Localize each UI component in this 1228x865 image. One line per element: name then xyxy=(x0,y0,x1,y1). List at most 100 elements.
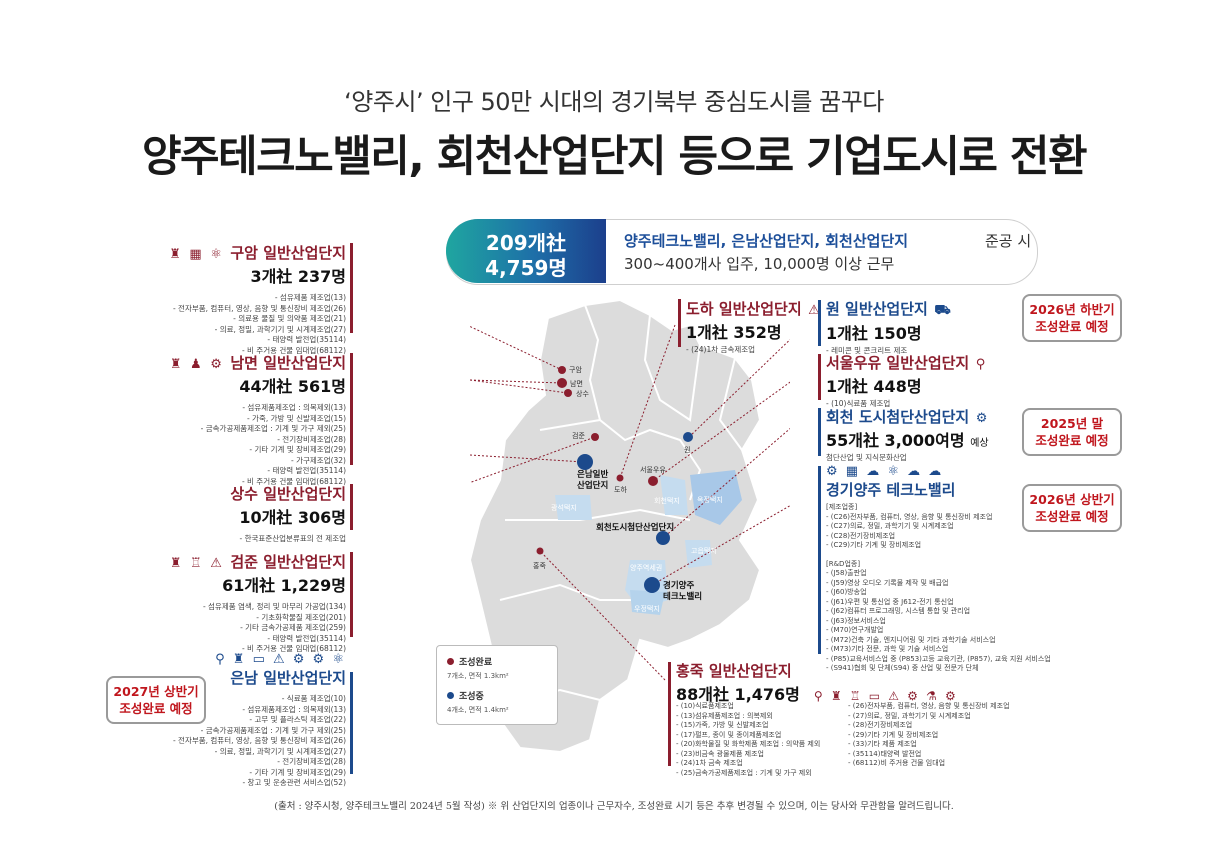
source-note: (출처 : 양주시청, 양주테크노밸리 2024년 5월 작성) ※ 위 산업단… xyxy=(274,801,954,812)
site-hongjuk: 홍죽 일반산업단지 88개社 1,476명 ⚲ ♜ ♖ ▭ ⚠ ⚙ ⚗ ⚙ - (… xyxy=(676,660,1016,777)
site-stats: 1개社 150명 xyxy=(826,324,922,343)
banner-line2: 300~400개사 입주, 10,000명 이상 근무 xyxy=(624,255,895,273)
page-subtitle: ‘양주시’ 인구 50만 시대의 경기북부 중심도시를 꿈꾸다 xyxy=(344,88,884,116)
yangju-map: 구암 남면 상수 검준 원 은남일반 산업단지 도하 서울우유 회천택지 옥정택… xyxy=(470,298,790,754)
site-industries: [제조업종] - (C26)전자부품, 컴퓨터, 영상, 음향 및 통신장비 제조… xyxy=(826,503,1051,672)
site-stats: 88개社 1,476명 ⚲ ♜ ♖ ▭ ⚠ ⚙ ⚗ ⚙ xyxy=(676,685,958,704)
worker-count: 4,759명 xyxy=(485,256,567,280)
svg-text:상수: 상수 xyxy=(576,389,589,398)
site-guam: ♜ ▦ ⚛ 구암 일반산업단지 3개社 237명 - 섬유제품 제조업(13) -… xyxy=(150,242,346,356)
site-industries: - 섬유제품제조업 : 의복제외(13) - 가죽, 가방 및 신발제조업(15)… xyxy=(200,403,346,486)
site-stats: 1개社 448명 xyxy=(826,377,922,396)
site-stats: 1개社 352명 xyxy=(686,323,782,342)
marker-guam xyxy=(558,366,566,374)
banner-highlight: 양주테크노밸리, 은남산업단지, 회천산업단지 xyxy=(624,232,909,250)
site-won: 원 일반산업단지 ⛟ 1개社 150명 - 레미콘 및 콘크리트 제조 xyxy=(826,298,1016,357)
site-industries: - (10)식료품 제조업 xyxy=(826,399,891,408)
marker-sangsu xyxy=(564,389,572,397)
site-industries: - 레미콘 및 콘크리트 제조 xyxy=(826,346,908,355)
legend-progress-label: 조성중 xyxy=(459,692,484,702)
site-industries: - (24)1차 금속제조업 xyxy=(686,345,756,354)
site-industries-left: - (10)식료품제조업 - (13)섬유제품제조업 : 의복제외 - (15)가죽… xyxy=(676,702,821,777)
site-geomjun: ♜ ♖ ⚠ 검준 일반산업단지 61개社 1,229명 - 섬유제품 염색, 정… xyxy=(150,551,346,655)
industry-icons: ♜ ▦ ⚛ xyxy=(169,247,231,262)
map-region xyxy=(470,298,762,754)
site-industries: - 섬유제품 제조업(13) - 전자부품, 컴퓨터, 영상, 음향 및 통신장비… xyxy=(172,293,346,355)
gear-icon: ⚙ xyxy=(969,411,990,426)
marker-won xyxy=(683,432,693,442)
site-industries: - 섬유제품 염색, 정리 및 마무리 가공업(134) - 기초화학물질 제조업… xyxy=(202,602,346,653)
industry-icons: ⚙ ▦ ☁ ⚛ ☁ ☁ xyxy=(826,464,944,479)
svg-text:양주역세권: 양주역세권 xyxy=(630,563,662,572)
site-stats: 3개社 237명 xyxy=(250,267,346,286)
utensils-icon: ⚲ xyxy=(969,357,988,372)
svg-text:광석택지: 광석택지 xyxy=(551,503,577,512)
site-eunnam: ⚲ ♜ ▭ ⚠ ⚙ ⚙ ⚛ 은남 일반산업단지 - 식료품 제조업(10) - 섬… xyxy=(150,652,346,789)
site-industries: 첨단산업 및 지식문화산업 xyxy=(826,453,907,462)
page-title: 양주테크노밸리, 회천산업단지 등으로 기업도시로 전환 xyxy=(141,132,1088,182)
site-nammyeon: ♜ ♟ ⚙ 남면 일반산업단지 44개社 561명 - 섬유제품제조업 : 의복… xyxy=(150,352,346,487)
svg-text:테크노밸리: 테크노밸리 xyxy=(663,591,702,602)
marker-eunnam xyxy=(577,454,593,470)
marker-doha xyxy=(616,474,624,482)
industry-icons: ⚠ xyxy=(801,303,822,318)
legend-progress-sub: 4개소, 면적 1.4km² xyxy=(447,706,509,714)
site-name: 회천 도시첨단산업단지 ⚙ xyxy=(826,408,990,426)
site-industries: - 한국표준산업분류표의 전 제조업 xyxy=(239,534,346,543)
connector-lines xyxy=(470,324,790,681)
svg-text:서울우유: 서울우유 xyxy=(640,465,666,474)
truck-icon: ⛟ xyxy=(927,303,953,318)
svg-text:우정택지: 우정택지 xyxy=(634,604,660,613)
site-hoecheon: 회천 도시첨단산업단지 ⚙ 55개社 3,000여명 예상 첨단산업 및 지식문… xyxy=(826,406,1026,464)
banner-line1-rest: 준공 시 xyxy=(985,232,1032,250)
svg-text:산업단지: 산업단지 xyxy=(577,480,608,491)
marker-geomjun xyxy=(591,433,599,441)
marker-technovalley xyxy=(644,577,660,593)
svg-text:원: 원 xyxy=(684,445,690,454)
industry-icons: ⚲ ♜ ▭ ⚠ ⚙ ⚙ ⚛ xyxy=(215,652,346,667)
svg-text:도하: 도하 xyxy=(614,485,627,494)
site-name: 경기양주 테크노밸리 xyxy=(826,481,956,499)
industry-icons: ♜ ♖ ⚠ xyxy=(169,556,231,571)
site-name: 상수 일반산업단지 xyxy=(230,485,346,503)
marker-hoecheon xyxy=(656,531,670,545)
site-seoulmilk: 서울우유 일반산업단지 ⚲ 1개社 448명 - (10)식료품 제조업 xyxy=(826,352,1016,410)
site-stats: 10개社 306명 xyxy=(239,508,346,527)
callout-technovalley: 2026년 상반기 조성완료 예정 xyxy=(1022,484,1122,532)
site-name: ♜ ▦ ⚛ 구암 일반산업단지 xyxy=(169,244,346,262)
svg-text:검준: 검준 xyxy=(572,432,585,440)
map-labels: 구암 남면 상수 검준 원 은남일반 산업단지 도하 서울우유 회천택지 옥정택… xyxy=(533,366,723,613)
svg-text:옥정택지: 옥정택지 xyxy=(697,495,723,504)
site-stats: 55개社 3,000여명 예상 xyxy=(826,431,989,450)
svg-text:회천도시첨단산업단지: 회천도시첨단산업단지 xyxy=(596,522,674,533)
site-stats: 44개社 561명 xyxy=(239,377,346,396)
site-sangsu: 상수 일반산업단지 10개社 306명 - 한국표준산업분류표의 전 제조업 xyxy=(150,483,346,545)
site-name: 서울우유 일반산업단지 ⚲ xyxy=(826,354,988,372)
site-name: ♜ ♖ ⚠ 검준 일반산업단지 xyxy=(169,553,346,571)
company-count: 209개社 xyxy=(485,231,567,255)
legend-done-label: 조성완료 xyxy=(459,658,493,668)
legend-dot-progress xyxy=(447,692,454,699)
site-stats: 61개社 1,229명 xyxy=(222,576,346,595)
svg-text:은남일반: 은남일반 xyxy=(577,469,608,480)
industry-icons: ⚲ ♜ ♖ ▭ ⚠ ⚙ ⚗ ⚙ xyxy=(813,689,958,703)
planned-districts xyxy=(555,470,742,615)
svg-text:구암: 구암 xyxy=(569,366,582,374)
callout-eunnam: 2027년 상반기 조성완료 예정 xyxy=(106,676,206,724)
svg-text:홍죽: 홍죽 xyxy=(533,561,546,570)
site-doha: 도하 일반산업단지 ⚠ 1개社 352명 - (24)1차 금속제조업 xyxy=(686,298,820,356)
site-name: 원 일반산업단지 ⛟ xyxy=(826,300,953,318)
callout-won: 2026년 하반기 조성완료 예정 xyxy=(1022,294,1122,342)
summary-pill: 209개社 4,759명 xyxy=(446,219,606,283)
site-name: 홍죽 일반산업단지 xyxy=(676,662,792,680)
site-industries-right: - (26)전자부품, 컴퓨터, 영상, 음향 및 통신장비 제조업 - (27)… xyxy=(848,702,1010,767)
marker-hongjuk xyxy=(536,547,544,555)
site-technovalley: ⚙ ▦ ☁ ⚛ ☁ ☁ 경기양주 테크노밸리 [제조업종] - (C26)전자부품… xyxy=(826,464,1051,674)
svg-text:경기양주: 경기양주 xyxy=(663,580,694,591)
legend-done-sub: 7개소, 면적 1.3km² xyxy=(447,672,509,680)
marker-seoulmilk xyxy=(648,476,658,486)
svg-text:남면: 남면 xyxy=(570,379,583,388)
map-legend: 조성완료 7개소, 면적 1.3km² 조성중 4개소, 면적 1.4km² xyxy=(436,645,558,725)
svg-text:회천택지: 회천택지 xyxy=(654,496,680,505)
site-name: 은남 일반산업단지 xyxy=(230,669,346,687)
